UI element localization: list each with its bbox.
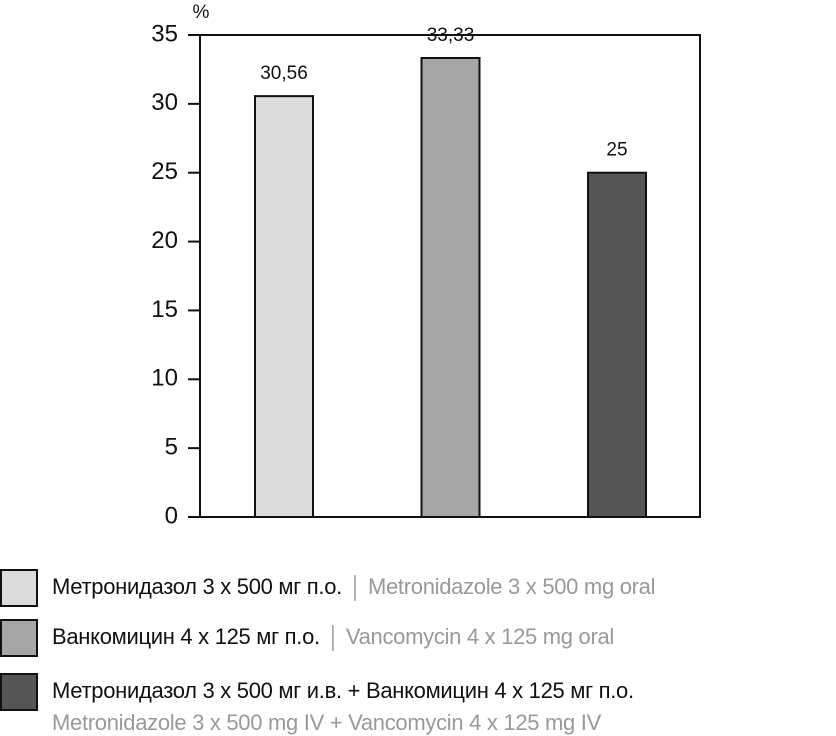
legend-label-en: Metronidazole 3 x 500 mg oral bbox=[368, 574, 655, 599]
y-tick-label: 30 bbox=[151, 89, 178, 116]
y-tick-label: 15 bbox=[151, 296, 178, 323]
legend-label: Метронидазол 3 x 500 мг п.о. bbox=[52, 574, 342, 599]
bar bbox=[254, 95, 314, 518]
legend-swatch bbox=[0, 673, 38, 711]
bar bbox=[587, 171, 647, 518]
legend-label-en: Vancomycin 4 x 125 mg oral bbox=[346, 624, 614, 649]
legend-swatch bbox=[0, 619, 38, 657]
legend-label: Метронидазол 3 x 500 мг и.в. + Ванкомици… bbox=[52, 678, 634, 703]
legend-label-en: Metronidazole 3 x 500 mg IV + Vancomycin… bbox=[52, 710, 602, 735]
plot-frame bbox=[199, 34, 701, 518]
y-tick-label: 35 bbox=[151, 20, 178, 47]
value-label: 30,56 bbox=[260, 63, 308, 84]
legend-swatch bbox=[0, 569, 38, 607]
y-tick-label: 25 bbox=[151, 158, 178, 185]
legend-label: Ванкомицин 4 x 125 мг п.о. bbox=[52, 624, 320, 649]
y-tick-label: 20 bbox=[151, 227, 178, 254]
y-tick-label: 0 bbox=[165, 502, 178, 529]
y-tick-label: 5 bbox=[165, 433, 178, 460]
y-tick-label: 10 bbox=[151, 365, 178, 392]
bar bbox=[420, 56, 481, 518]
y-axis-label: % bbox=[193, 2, 210, 23]
value-label: 25 bbox=[606, 140, 627, 161]
